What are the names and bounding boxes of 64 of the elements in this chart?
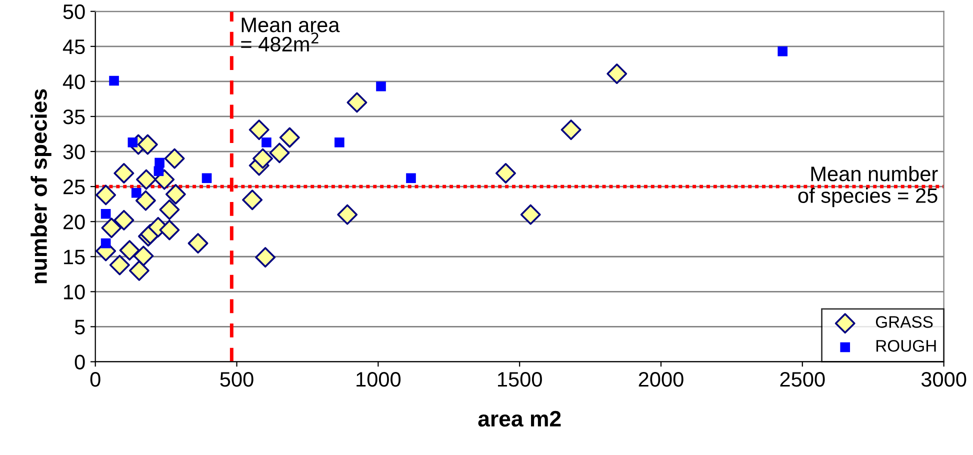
ref-line-label: Mean number of species = 25: [798, 166, 938, 208]
y-tick-label: 20: [64, 214, 85, 230]
point: [496, 163, 516, 184]
point: [242, 190, 263, 210]
point: [188, 233, 208, 254]
point: [114, 163, 134, 184]
point: [109, 76, 119, 86]
x-tick-label: 3000: [921, 372, 966, 387]
x-tick-label: 2000: [638, 372, 684, 387]
point: [262, 137, 272, 148]
point: [100, 208, 111, 219]
point: [560, 120, 582, 140]
point: [159, 199, 180, 220]
ref-line-label: Mean area = 482m$^{2}$: [241, 18, 340, 52]
x-tick-label: 0: [90, 372, 100, 387]
legend-label: GRASS: [876, 316, 933, 328]
y-tick-label: 25: [64, 180, 85, 194]
y-tick-label: 40: [62, 74, 85, 90]
point: [154, 169, 175, 190]
x-tick-label: 500: [220, 372, 254, 387]
point: [136, 169, 156, 190]
y-tick-label: 30: [63, 144, 85, 160]
point: [346, 92, 368, 113]
x-tick-label: 2500: [780, 372, 825, 387]
point: [337, 204, 358, 225]
x-tick-label: 1500: [498, 372, 542, 387]
point: [606, 64, 628, 84]
point: [131, 188, 142, 198]
point: [109, 254, 130, 276]
y-tick-label: 35: [63, 109, 85, 124]
y-tick-label: 50: [63, 4, 85, 20]
point: [96, 184, 116, 206]
point: [165, 184, 186, 204]
point: [100, 238, 111, 248]
legend-label: ROUGH: [876, 340, 936, 352]
x-tick-label: 1000: [356, 372, 401, 387]
point: [101, 218, 122, 238]
point: [376, 81, 386, 92]
x-axis-title: area m2: [478, 410, 561, 427]
point: [334, 137, 344, 148]
point: [520, 204, 541, 225]
y-tick-label: 15: [64, 250, 85, 264]
point: [159, 220, 180, 240]
point: [119, 240, 140, 261]
point: [114, 210, 134, 230]
point: [137, 134, 158, 155]
point: [135, 190, 156, 211]
point: [252, 148, 274, 169]
point: [202, 173, 212, 184]
point: [255, 247, 276, 268]
y-axis-title: number of species: [30, 89, 52, 284]
point: [778, 46, 788, 56]
point: [128, 260, 150, 281]
y-tick-label: 45: [62, 40, 85, 54]
point: [248, 120, 270, 140]
point: [154, 166, 164, 176]
y-tick-label: 5: [74, 320, 85, 334]
point: [406, 173, 416, 184]
y-tick-label: 10: [64, 284, 85, 300]
point: [133, 246, 154, 266]
point: [269, 142, 290, 164]
y-tick-label: 0: [74, 354, 85, 370]
point: [164, 148, 185, 169]
point: [279, 127, 300, 148]
